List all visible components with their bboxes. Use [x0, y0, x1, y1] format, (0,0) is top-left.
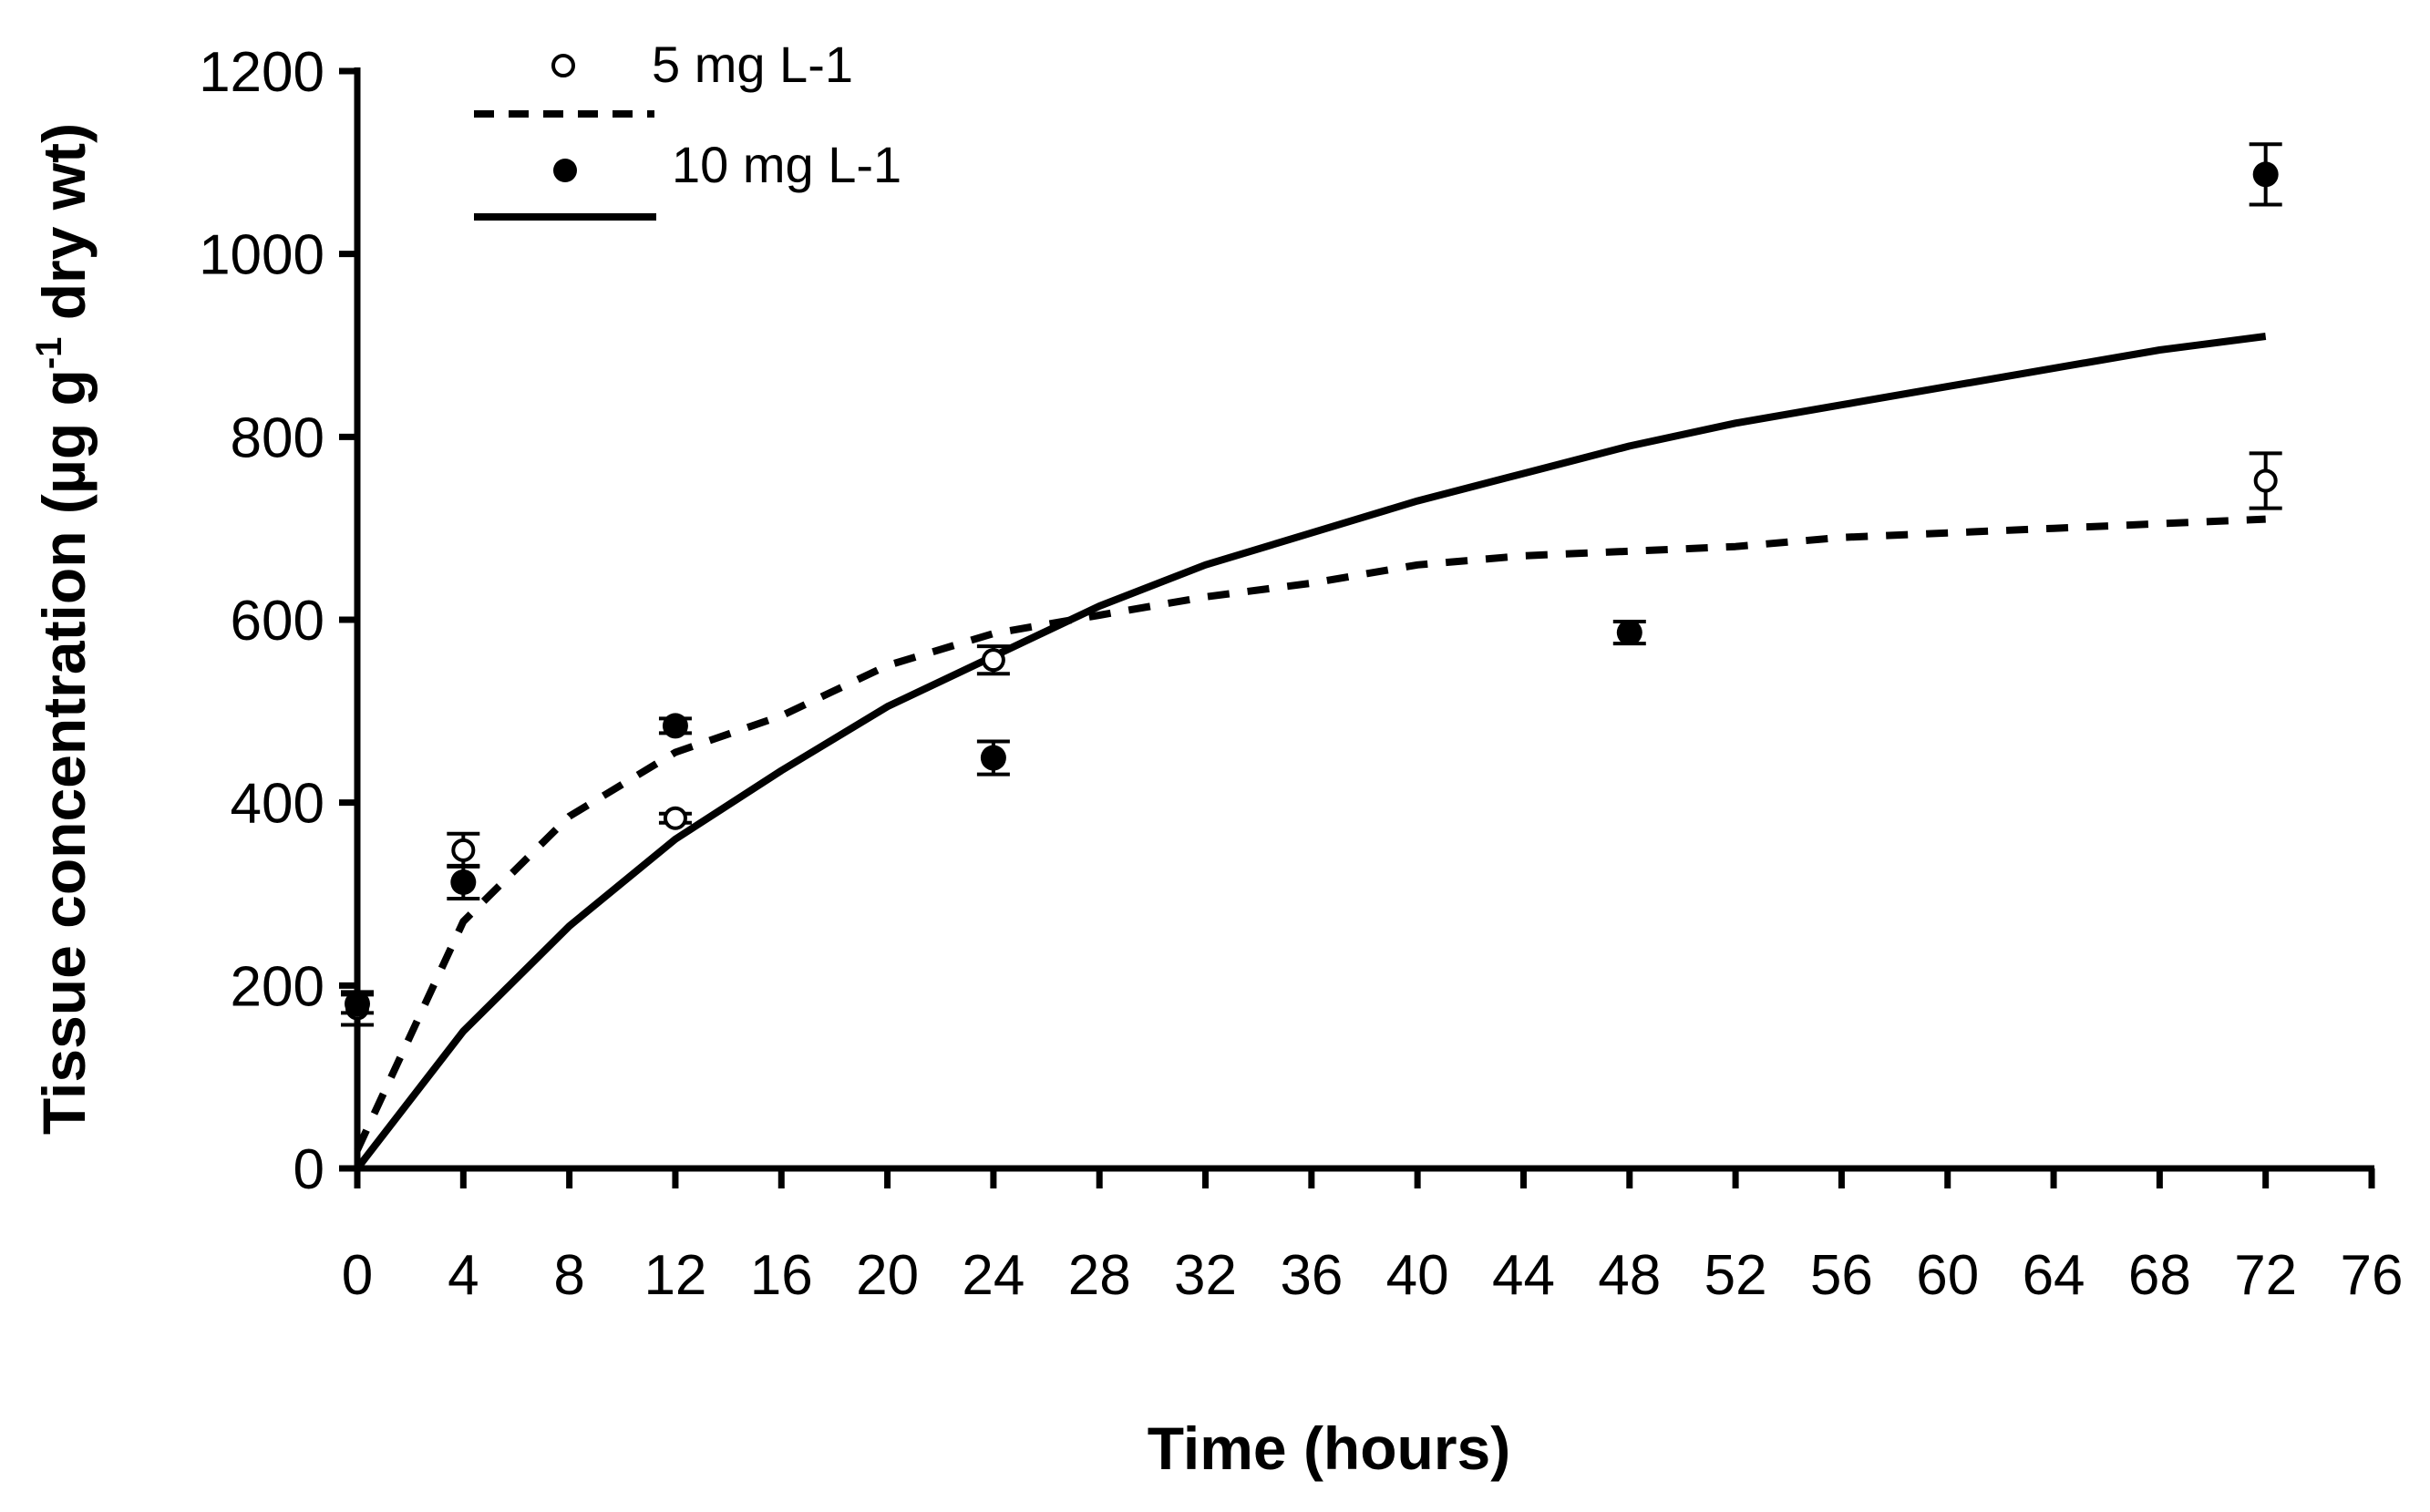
- y-axis-title: Tissue concentration (µg g-1 dry wt): [29, 123, 98, 1135]
- x-tick-label: 68: [2128, 1244, 2191, 1307]
- legend-label-5mg: 5 mg L-1: [652, 36, 853, 93]
- legend-filled-marker: [553, 159, 577, 182]
- x-tick-label: 72: [2234, 1244, 2297, 1307]
- y-tick-label: 0: [293, 1138, 324, 1201]
- data-point-10mg: [1616, 620, 1642, 646]
- x-tick-label: 16: [750, 1244, 813, 1307]
- data-point-5mg: [451, 838, 476, 862]
- x-tick-label: 64: [2023, 1244, 2085, 1307]
- x-tick-label: 24: [962, 1244, 1025, 1307]
- x-tick-label: 56: [1810, 1244, 1873, 1307]
- data-point-10mg: [345, 991, 370, 1017]
- x-tick-label: 48: [1598, 1244, 1661, 1307]
- y-tick-label: 200: [231, 955, 324, 1018]
- data-points: [345, 161, 2279, 1021]
- x-tick-label: 60: [1916, 1244, 1979, 1307]
- x-tick-label: 20: [856, 1244, 919, 1307]
- y-ticks: 0 200 400 600 800 1000 1200: [199, 41, 357, 1201]
- data-point-5mg: [663, 806, 687, 830]
- dashed-fit-line-5mg: [354, 515, 2266, 1152]
- x-tick-label: 32: [1174, 1244, 1237, 1307]
- y-axis-title-prefix: Tissue concentration (µg g: [30, 369, 98, 1135]
- y-axis-title-suffix: dry wt): [30, 123, 98, 337]
- solid-fit-line-10mg: [354, 333, 2267, 1171]
- y-axis-title-superscript: -1: [29, 337, 69, 370]
- y-tick-label: 400: [231, 773, 324, 836]
- y-tick-label: 600: [231, 590, 324, 653]
- x-tick-label: 40: [1386, 1244, 1449, 1307]
- y-tick-label: 1200: [199, 41, 324, 104]
- error-bars: [341, 142, 2282, 1027]
- x-tick-label: 28: [1068, 1244, 1131, 1307]
- x-axis-title: Time (hours): [1148, 1414, 1510, 1482]
- data-point-10mg: [980, 745, 1006, 771]
- data-point-10mg: [2252, 161, 2279, 188]
- axes: [354, 67, 2374, 1172]
- x-tick-label: 4: [448, 1244, 479, 1307]
- legend-label-10mg: 10 mg L-1: [672, 136, 901, 193]
- x-tick-label: 76: [2341, 1244, 2404, 1307]
- x-tick-label: 52: [1704, 1244, 1767, 1307]
- x-tick-label: 0: [342, 1244, 373, 1307]
- legend-open-marker: [551, 54, 575, 77]
- x-ticks: 0 4 8 12 16 20 24 28 32 36 40 44 48 52 56 60 64 68 72 76: [342, 1168, 2404, 1307]
- x-tick-label: 44: [1492, 1244, 1555, 1307]
- data-point-5mg: [2253, 468, 2278, 493]
- data-point-10mg: [450, 869, 477, 895]
- fitted-lines: [354, 333, 2267, 1171]
- y-tick-label: 1000: [199, 224, 324, 287]
- data-point-5mg: [981, 648, 1005, 673]
- x-tick-label: 36: [1280, 1244, 1343, 1307]
- y-tick-label: 800: [231, 406, 324, 469]
- x-tick-label: 8: [553, 1244, 584, 1307]
- legend: 5 mg L-1 10 mg L-1: [474, 36, 901, 221]
- x-tick-label: 12: [644, 1244, 706, 1307]
- data-point-10mg: [662, 713, 688, 739]
